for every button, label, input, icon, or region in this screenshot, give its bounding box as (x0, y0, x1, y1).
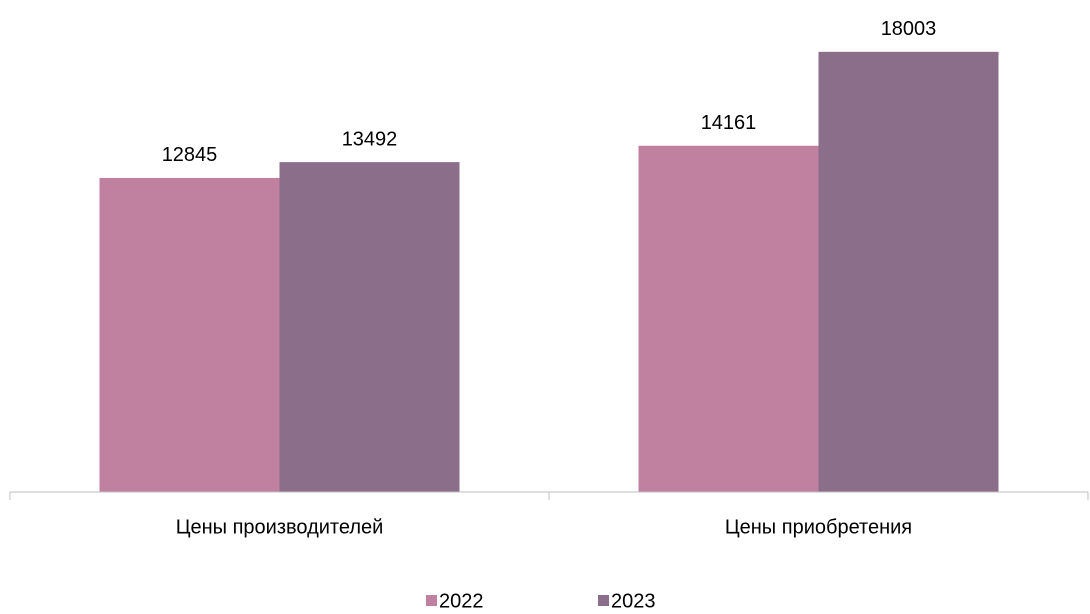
legend-swatch (426, 595, 437, 606)
bar (818, 51, 999, 492)
bar (279, 162, 460, 492)
data-label: 18003 (881, 18, 937, 40)
legend-label: 2022 (439, 590, 484, 612)
legend-swatch (598, 595, 609, 606)
x-tick-label: Цены производителей (176, 516, 384, 538)
x-tick-label: Цены приобретения (725, 516, 912, 538)
legend-label: 2023 (611, 590, 656, 612)
data-label: 13492 (342, 128, 398, 150)
bar (638, 145, 819, 492)
bar (99, 177, 280, 492)
data-label: 14161 (701, 112, 757, 134)
data-label: 12845 (162, 144, 218, 166)
